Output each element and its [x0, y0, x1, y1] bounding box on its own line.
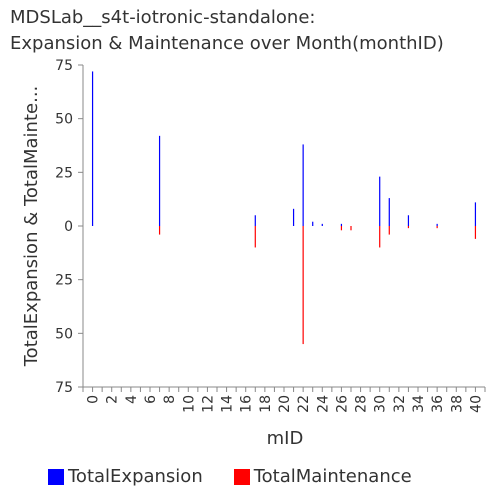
bar-expansion	[302, 144, 304, 226]
x-axis-label: mID	[267, 428, 304, 449]
bar-maintenance	[350, 226, 352, 231]
x-tick-label: 16	[239, 395, 255, 413]
y-tick-label: 50	[55, 326, 73, 342]
legend: TotalExpansion TotalMaintenance	[48, 466, 443, 487]
chart-title-line-2: Expansion & Maintenance over Month(month…	[10, 33, 444, 54]
bar-maintenance	[388, 226, 390, 235]
bar-expansion	[158, 135, 161, 226]
legend-swatch-maintenance	[233, 468, 250, 485]
chart-title-line-1: MDSLab__s4t-iotronic-standalone:	[10, 7, 316, 28]
x-tick-label: 0	[86, 395, 102, 404]
y-tick-label: 25	[55, 273, 73, 289]
x-tick-label: 8	[162, 395, 178, 404]
x-tick-label: 18	[258, 395, 274, 413]
bar-expansion	[254, 215, 256, 226]
x-tick-label: 22	[296, 395, 312, 413]
legend-item-expansion: TotalExpansion	[48, 466, 203, 487]
y-tick-label: 0	[64, 219, 73, 235]
x-tick-label: 24	[315, 395, 331, 413]
x-tick-label: 12	[200, 395, 216, 413]
bar-expansion	[340, 223, 343, 226]
bars	[91, 71, 477, 345]
bar-expansion	[407, 215, 410, 226]
bar-expansion	[436, 223, 438, 226]
bar-expansion	[292, 208, 295, 226]
bar-expansion	[474, 202, 477, 226]
bar-maintenance	[302, 226, 304, 345]
x-tick-label: 34	[411, 395, 427, 413]
x-tick-label: 36	[430, 395, 446, 413]
x-axis: 0 2 4 6 8 10 12 14 16 18 20 22 24 26 28 30 32 34 36 38 40	[82, 386, 486, 413]
bar-maintenance	[474, 226, 477, 239]
legend-swatch-expansion	[48, 468, 64, 485]
y-tick-label: 25	[55, 165, 73, 181]
bar-expansion	[312, 221, 314, 226]
y-tick-label: 75	[55, 380, 73, 396]
x-tick-label: 20	[277, 395, 293, 413]
bar-expansion	[91, 71, 94, 226]
x-tick-label: 38	[449, 395, 465, 413]
x-tick-label: 40	[468, 395, 484, 413]
legend-label-expansion: TotalExpansion	[68, 466, 203, 487]
x-tick-label: 30	[373, 395, 389, 413]
x-tick-label: 32	[392, 395, 408, 413]
y-axis: 75 50 25 0 25 50 75	[55, 58, 84, 396]
y-tick-label: 50	[55, 112, 73, 128]
bar-maintenance	[340, 226, 343, 231]
y-tick-label: 75	[55, 58, 73, 74]
x-tick-label: 4	[124, 395, 140, 404]
x-tick-label: 10	[181, 395, 197, 413]
bar-maintenance	[436, 226, 438, 229]
bar-expansion	[379, 176, 381, 226]
x-tick-label: 14	[220, 395, 236, 413]
x-tick-label: 28	[354, 395, 370, 413]
bar-maintenance	[254, 226, 256, 248]
x-tick-label: 6	[143, 395, 159, 404]
bar-maintenance	[158, 226, 161, 235]
bar-maintenance	[407, 226, 410, 229]
bar-expansion	[321, 223, 323, 226]
x-tick-label: 26	[334, 395, 350, 413]
legend-item-maintenance: TotalMaintenance	[233, 466, 412, 487]
bar-expansion	[388, 198, 390, 226]
bar-maintenance	[379, 226, 381, 248]
y-axis-label: TotalExpansion & TotalMainte...	[21, 86, 42, 368]
legend-label-maintenance: TotalMaintenance	[253, 466, 412, 487]
x-tick-label: 2	[105, 395, 121, 404]
